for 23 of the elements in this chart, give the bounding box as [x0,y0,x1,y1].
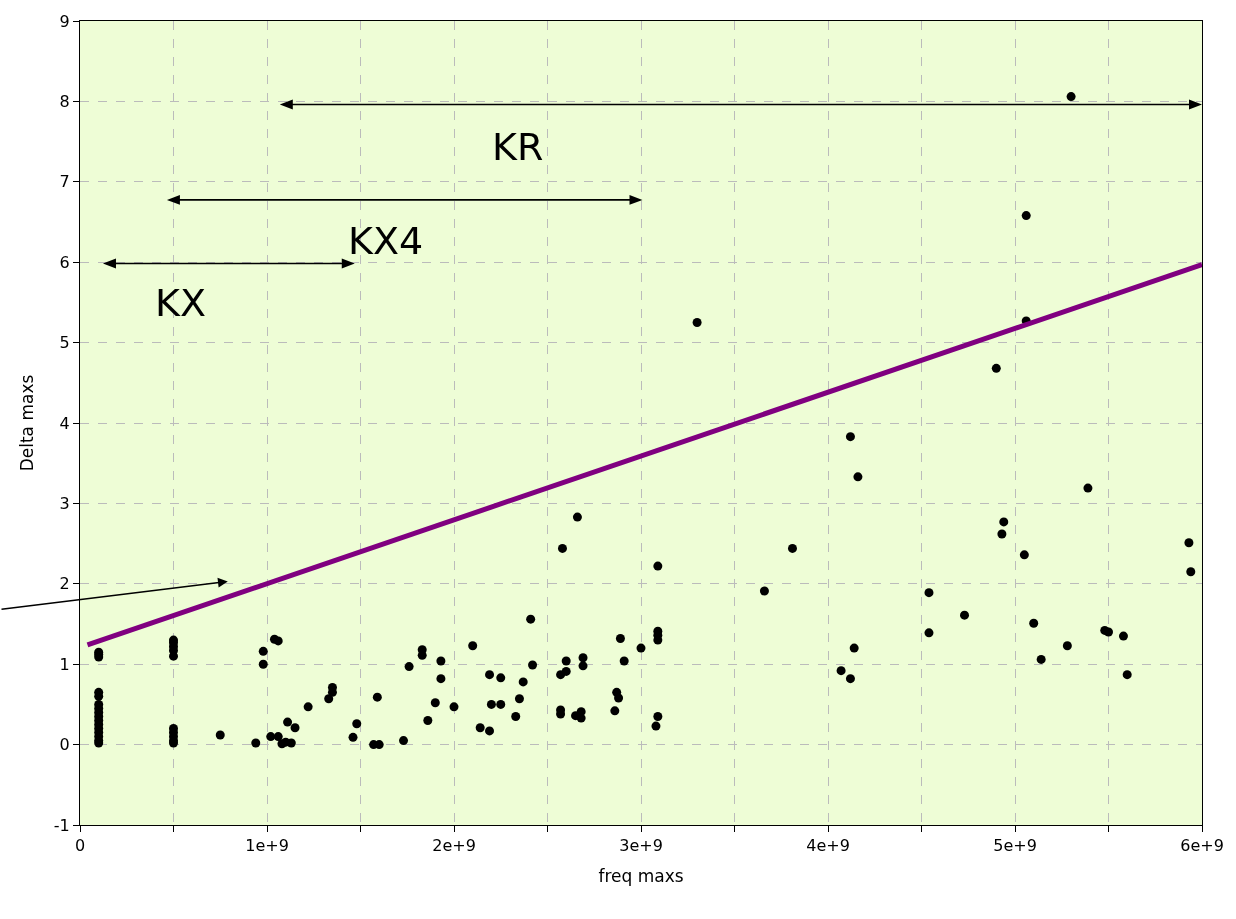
x-tick-label: 4e+9 [806,836,850,856]
y-axis-title: Delta maxs [17,374,38,472]
x-tick-label: 3e+9 [619,836,663,856]
x-axis-title: freq maxs [598,865,684,886]
y-tick-label: 3 [59,494,70,513]
y-tick-label: 8 [59,92,70,111]
y-tick-label: 9 [59,11,70,31]
annotation: KX4 [348,219,424,263]
x-tick-label: 6e+9 [1180,836,1224,856]
annotation: KX [155,281,206,325]
x-tick-label: 0 [74,836,86,856]
annotation: KR [492,125,544,169]
x-tick-label: 5e+9 [993,836,1037,856]
x-tick-label: 2e+9 [432,836,476,856]
y-tick-label: 6 [59,252,70,272]
y-tick-label: -1 [53,815,70,835]
x-tick-label: 1e+9 [245,836,289,856]
y-tick-label: 1 [59,654,70,674]
y-tick-label: 4 [59,413,70,433]
y-tick-label: 5 [59,333,70,353]
y-tick-label: 7 [59,172,70,192]
y-tick-label: 2 [59,574,70,594]
y-tick-label: 0 [59,735,70,755]
